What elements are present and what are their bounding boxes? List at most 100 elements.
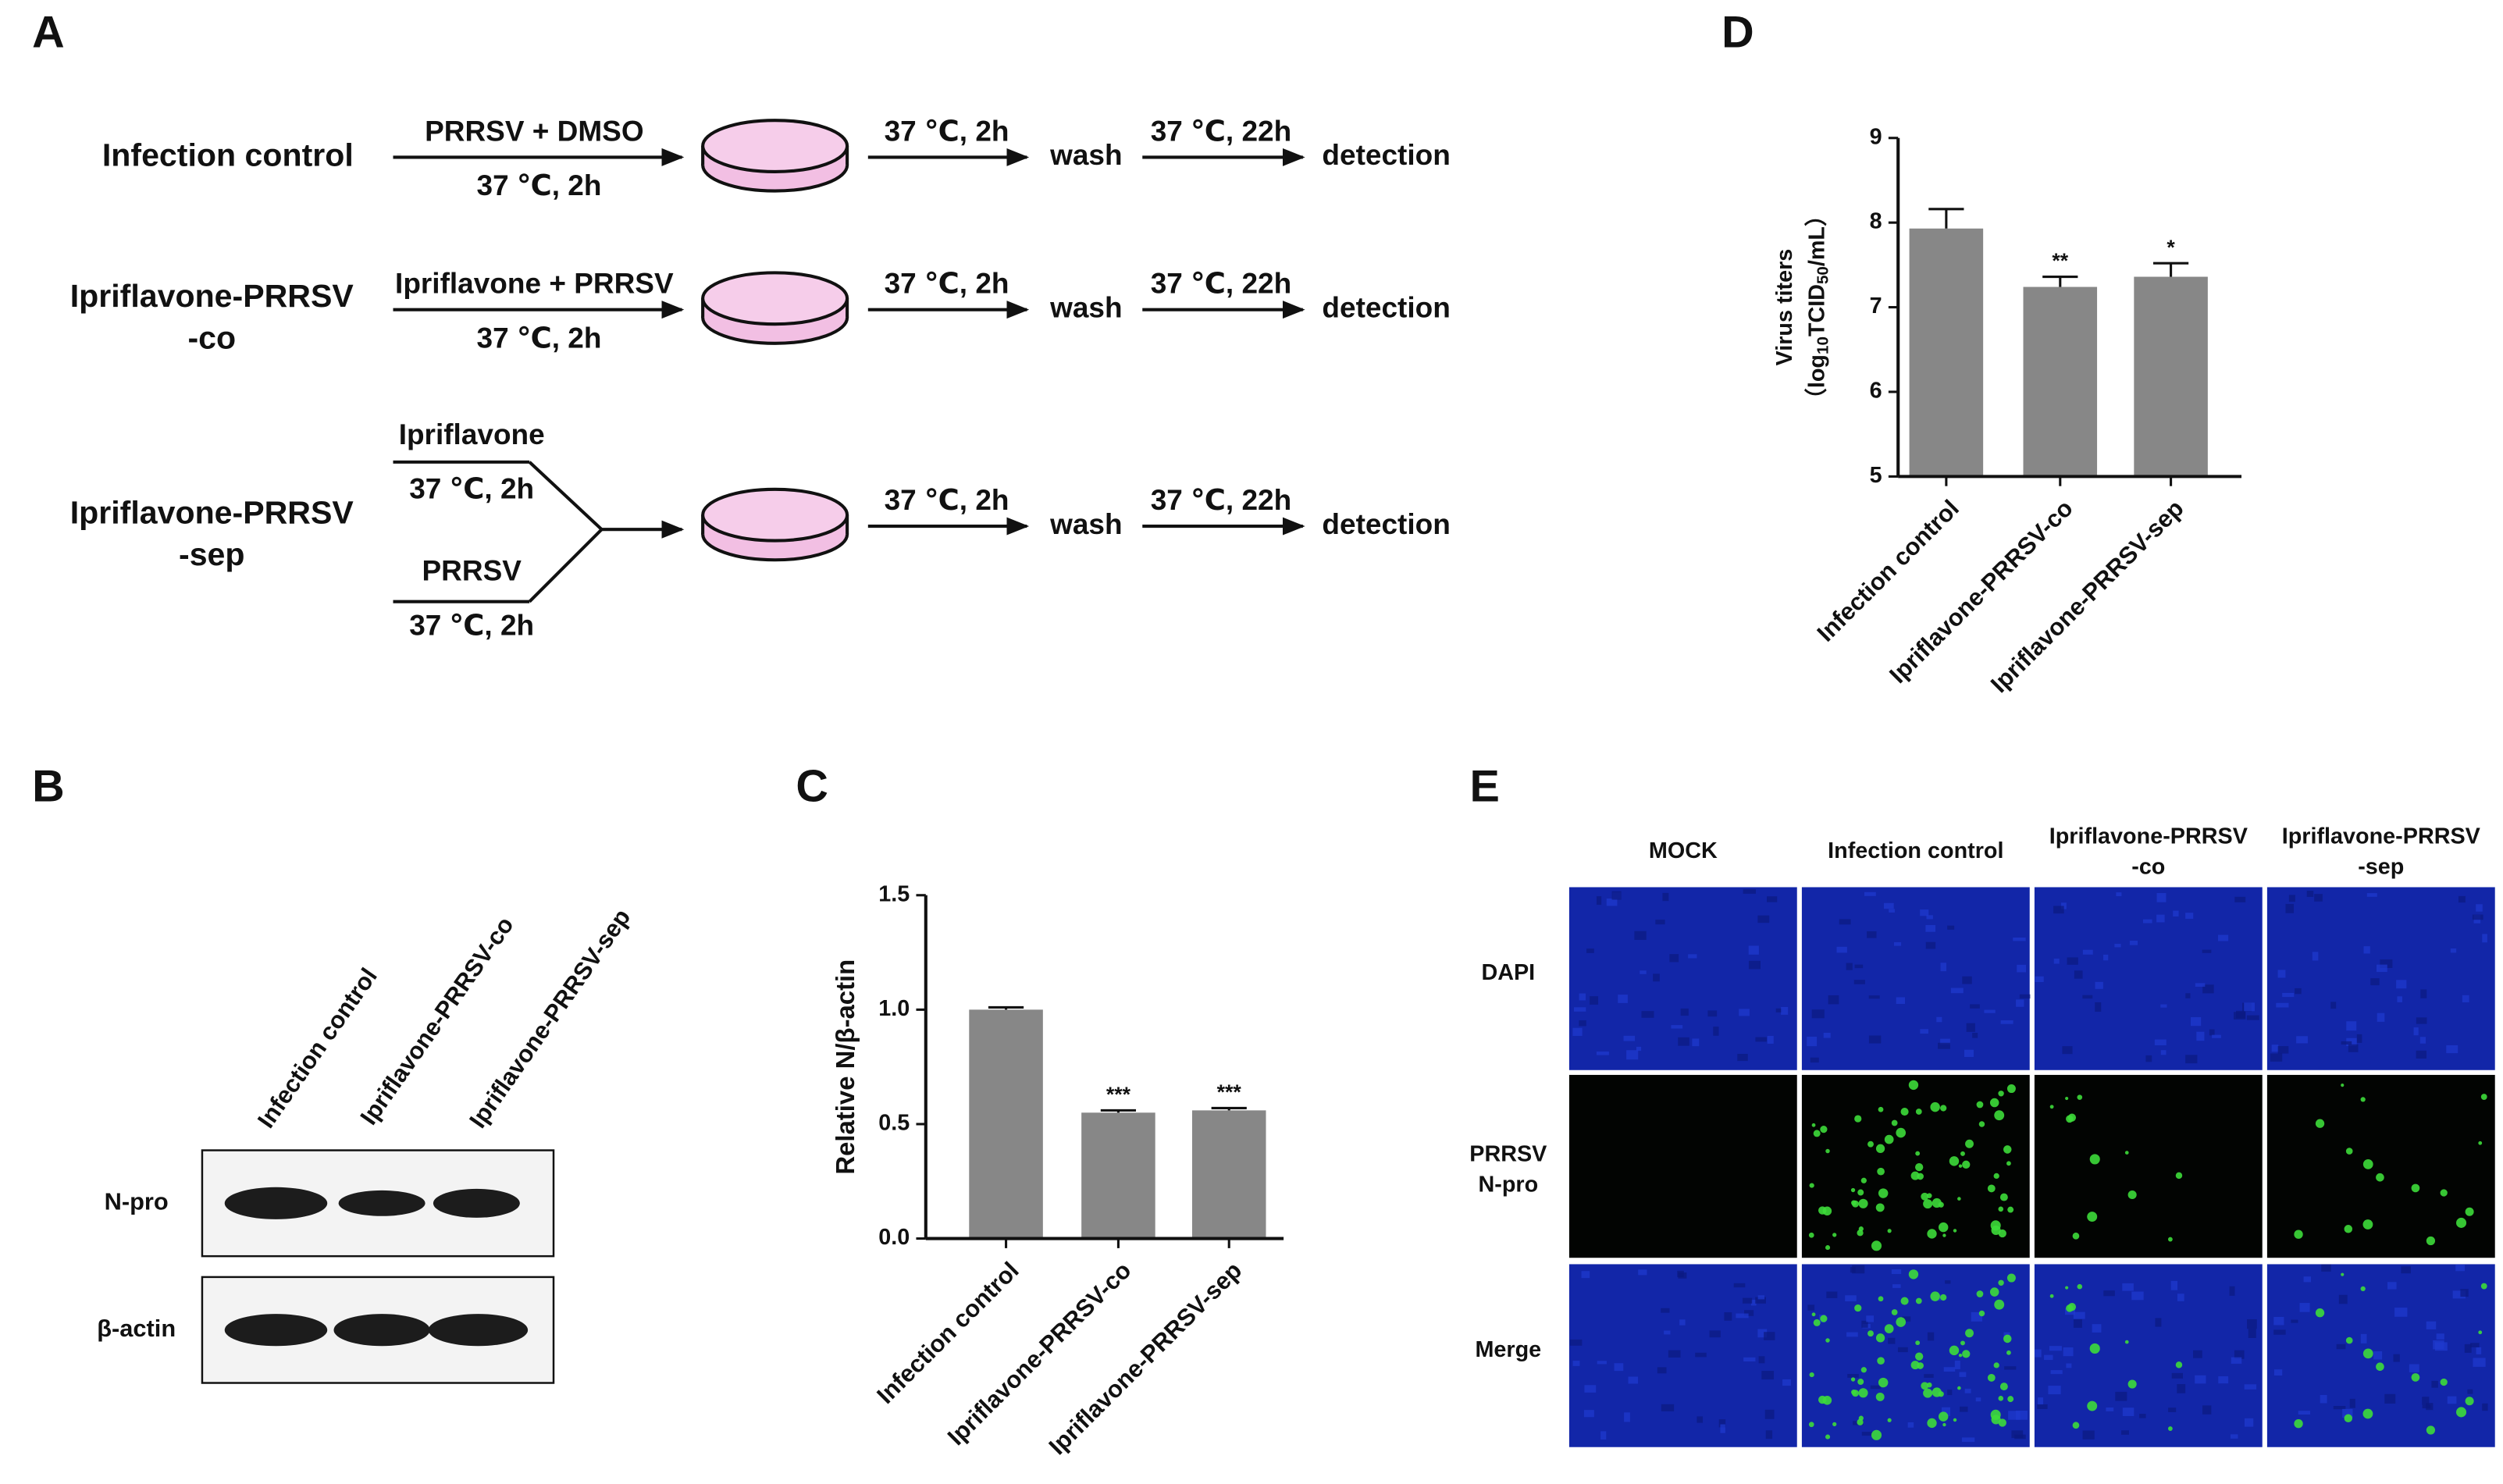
- fluorescent-signal: [1930, 1101, 1940, 1112]
- protein-band: [224, 1187, 328, 1219]
- nuclei-texture: [1839, 919, 1851, 925]
- nuclei-texture: [2247, 1319, 2257, 1329]
- nuclei-texture: [1861, 1320, 1868, 1328]
- nuclei-texture: [1748, 960, 1761, 970]
- nuclei-texture: [1600, 1431, 1607, 1440]
- nuclei-texture: [1975, 1397, 1981, 1402]
- nuclei-texture: [2019, 994, 2031, 999]
- nuclei-texture: [2482, 1403, 2488, 1411]
- fluorescent-signal: [1960, 1151, 1965, 1156]
- protein-band: [224, 1314, 328, 1347]
- nuclei-texture: [1864, 891, 1876, 896]
- fluorescent-signal: [1858, 1415, 1864, 1421]
- nuclei-texture: [2142, 919, 2152, 923]
- fluorescent-signal: [2124, 1151, 2129, 1155]
- fluorescent-signal: [1957, 1386, 1961, 1390]
- nuclei-texture: [1836, 946, 1847, 953]
- fluorescent-signal: [1998, 1396, 2004, 1401]
- nuclei-texture: [2380, 959, 2393, 968]
- nuclei-texture: [2394, 1308, 2408, 1317]
- nuclei-texture: [2050, 1370, 2063, 1375]
- nuclei-texture: [2426, 1403, 2434, 1411]
- fluorescent-signal: [1822, 1396, 1832, 1405]
- fluorescent-signal: [1860, 1177, 1867, 1183]
- nuclei-texture: [2321, 1264, 2331, 1272]
- fluorescent-signal: [1976, 1101, 1984, 1109]
- nuclei-texture: [2452, 1290, 2466, 1299]
- nuclei-texture: [2103, 954, 2109, 961]
- nuclei-texture: [2282, 992, 2295, 998]
- fluorescent-signal: [2294, 1230, 2303, 1239]
- nuclei-texture: [2312, 952, 2319, 961]
- nuclei-texture: [2342, 1408, 2353, 1418]
- treatment: Ipriflavone: [399, 418, 545, 450]
- nuclei-texture: [2248, 1329, 2256, 1338]
- nuclei-texture: [1657, 1367, 1667, 1374]
- nuclei-texture: [2482, 934, 2487, 943]
- nuclei-texture: [2073, 1311, 2085, 1319]
- nuclei-texture: [2082, 1430, 2095, 1440]
- fluorescent-signal: [1820, 1126, 1828, 1133]
- nuclei-texture: [1962, 976, 1972, 984]
- fluorescent-signal: [1808, 1232, 1814, 1238]
- fluorescent-signal: [2006, 1084, 2016, 1094]
- nuclei-texture: [2195, 983, 2206, 988]
- fluorescent-signal: [1851, 1389, 1857, 1395]
- fluorescent-signal: [1875, 1144, 1885, 1153]
- nuclei-texture: [1924, 1374, 1934, 1378]
- fluorescent-signal: [1891, 1119, 1898, 1126]
- step: wash: [1049, 291, 1123, 323]
- nuclei-texture: [2061, 902, 2067, 909]
- condition: 37 ℃, 2h: [477, 322, 602, 354]
- fluorescent-signal: [1878, 1188, 1889, 1198]
- nuclei-texture: [2017, 964, 2027, 973]
- micrograph: [2034, 1074, 2263, 1258]
- nuclei-texture: [1938, 1042, 1950, 1049]
- fluorescent-signal: [2175, 1172, 2183, 1180]
- fluorescent-signal: [1908, 1269, 1919, 1279]
- subscript: 10: [1814, 336, 1832, 354]
- nuclei-texture: [2171, 1372, 2183, 1379]
- nuclei-texture: [2202, 984, 2214, 994]
- fluorescent-signal: [1854, 1304, 1862, 1312]
- treatment: Ipriflavone + PRRSV: [395, 268, 674, 300]
- fluorescent-signal: [1957, 1197, 1961, 1201]
- nuclei-texture: [1947, 1390, 1953, 1396]
- nuclei-texture: [2387, 1282, 2397, 1290]
- nuclei-texture: [2458, 895, 2466, 903]
- fluorescent-signal: [1875, 1333, 1885, 1343]
- nuclei-texture: [1748, 945, 1759, 955]
- nuclei-texture: [1579, 1020, 1586, 1027]
- nuclei-texture: [1972, 1033, 1978, 1038]
- fluorescent-signal: [1887, 1418, 1892, 1422]
- fluorescent-signal: [1976, 1290, 1984, 1297]
- nuclei-texture: [2062, 1046, 2073, 1055]
- fluorescent-signal: [1871, 1240, 1882, 1251]
- fluorescent-signal: [1917, 1362, 1924, 1369]
- protein-band: [433, 1188, 520, 1218]
- fluorescent-signal: [1850, 1377, 1856, 1382]
- panel-label: A: [32, 7, 65, 57]
- nuclei-texture: [1755, 1297, 1766, 1304]
- nuclei-texture: [1823, 1032, 1831, 1038]
- nuclei-texture: [2063, 1347, 2074, 1357]
- nuclei-texture: [2202, 949, 2212, 953]
- nuclei-texture: [1891, 1269, 1902, 1274]
- panel-label: D: [1721, 7, 1754, 57]
- nuclei-texture: [2273, 1369, 2283, 1376]
- nuclei-texture: [1925, 924, 1936, 932]
- fluorescent-signal: [1825, 1434, 1831, 1440]
- fluorescent-signal: [1915, 1109, 1922, 1115]
- panel-label: E: [1469, 761, 1499, 811]
- nuclei-texture: [1755, 1037, 1767, 1042]
- nuclei-texture: [1634, 931, 1647, 940]
- nuclei-texture: [1678, 1272, 1687, 1279]
- fluorescent-signal: [1871, 1429, 1882, 1440]
- nuclei-texture: [1927, 1332, 1935, 1341]
- nuclei-texture: [2462, 995, 2469, 1002]
- nuclei-texture: [1893, 941, 1902, 946]
- fluorescent-signal: [2315, 1119, 2325, 1128]
- fluorescent-signal: [2480, 1094, 2487, 1100]
- nuclei-texture: [1964, 1388, 1971, 1393]
- fluorescent-signal: [1921, 1192, 1929, 1201]
